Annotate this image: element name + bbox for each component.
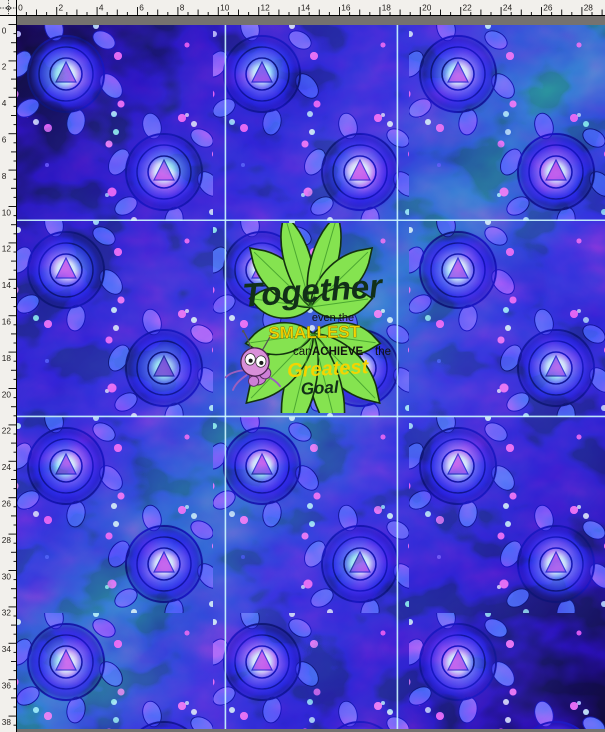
svg-text:34: 34 <box>2 644 12 654</box>
svg-text:22: 22 <box>2 426 12 436</box>
svg-text:32: 32 <box>2 608 12 618</box>
svg-text:10: 10 <box>220 3 230 13</box>
svg-text:26: 26 <box>2 499 12 509</box>
svg-text:24: 24 <box>2 462 12 472</box>
svg-text:28: 28 <box>2 535 12 545</box>
svg-text:6: 6 <box>139 3 144 13</box>
svg-text:28: 28 <box>584 3 594 13</box>
svg-text:0: 0 <box>2 25 7 35</box>
svg-text:4: 4 <box>99 3 104 13</box>
svg-text:8: 8 <box>2 171 7 181</box>
svg-text:12: 12 <box>2 244 12 254</box>
svg-text:20: 20 <box>2 389 12 399</box>
svg-text:16: 16 <box>2 317 12 327</box>
svg-text:8: 8 <box>180 3 185 13</box>
svg-text:18: 18 <box>382 3 392 13</box>
svg-text:4: 4 <box>2 98 7 108</box>
svg-text:2: 2 <box>2 62 7 72</box>
svg-text:0: 0 <box>18 3 23 13</box>
svg-text:38: 38 <box>2 717 12 727</box>
svg-text:16: 16 <box>341 3 351 13</box>
svg-text:2: 2 <box>59 3 64 13</box>
svg-text:20: 20 <box>422 3 432 13</box>
svg-text:14: 14 <box>301 3 311 13</box>
svg-text:24: 24 <box>503 3 513 13</box>
svg-text:12: 12 <box>261 3 271 13</box>
svg-text:36: 36 <box>2 681 12 691</box>
svg-text:18: 18 <box>2 353 12 363</box>
svg-text:22: 22 <box>463 3 473 13</box>
svg-text:26: 26 <box>543 3 553 13</box>
svg-text:10: 10 <box>2 207 12 217</box>
svg-text:30: 30 <box>2 571 12 581</box>
svg-text:6: 6 <box>2 135 7 145</box>
svg-text:14: 14 <box>2 280 12 290</box>
